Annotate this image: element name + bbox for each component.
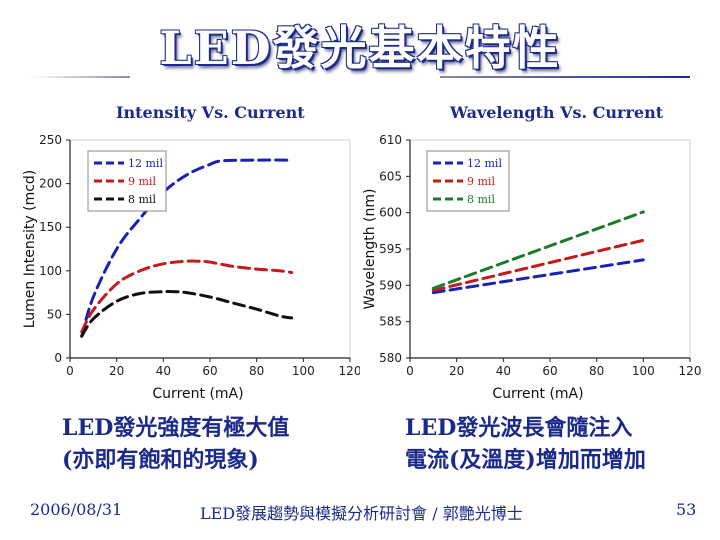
intensity-x-tick-label: 80 bbox=[249, 364, 264, 378]
footer-date: 2006/08/31 bbox=[30, 500, 123, 519]
wavelength-y-tick-label: 610 bbox=[379, 133, 402, 147]
intensity-y-tick-label: 150 bbox=[39, 220, 62, 234]
intensity-x-tick-label: 40 bbox=[156, 364, 171, 378]
footer-page-number: 53 bbox=[676, 500, 697, 519]
wavelength-series-12-mil bbox=[431, 258, 645, 295]
intensity-y-axis-label: Lumen Intensity (mcd) bbox=[22, 170, 38, 329]
left-note-line-1: LED發光強度有極大值 bbox=[62, 415, 290, 441]
intensity-x-tick-label: 60 bbox=[202, 364, 217, 378]
title-rule-left bbox=[30, 76, 130, 78]
intensity-series-9-mil bbox=[80, 259, 294, 334]
intensity-x-axis-label: Current (mA) bbox=[152, 386, 243, 400]
intensity-y-tick-label: 250 bbox=[39, 133, 62, 147]
wavelength-legend-label: 8 mil bbox=[467, 193, 495, 206]
wavelength-x-axis-label: Current (mA) bbox=[492, 386, 583, 400]
intensity-x-tick-label: 0 bbox=[66, 364, 74, 378]
wavelength-y-tick-label: 590 bbox=[379, 278, 402, 292]
footer-center: LED發展趨勢與模擬分析研討會 / 郭艷光博士 bbox=[200, 504, 523, 523]
left-note-line-2: (亦即有飽和的現象) bbox=[62, 447, 259, 473]
right-note-line-1: LED發光波長會隨注入 bbox=[405, 415, 633, 441]
intensity-legend-label: 12 mil bbox=[128, 157, 163, 170]
wavelength-series-8-mil bbox=[431, 210, 645, 290]
intensity-y-tick-label: 0 bbox=[54, 351, 62, 365]
page-title: LED發光基本特性 bbox=[159, 21, 561, 75]
wavelength-x-tick-label: 20 bbox=[449, 364, 464, 378]
right-note: LED發光波長會隨注入 電流(及溫度)增加而增加 bbox=[405, 412, 646, 476]
intensity-series-8-mil bbox=[80, 290, 294, 338]
wavelength-legend-label: 9 mil bbox=[467, 175, 495, 188]
left-chart-title: Intensity Vs. Current bbox=[116, 103, 305, 122]
title-rule-right bbox=[440, 76, 690, 78]
intensity-series-12-mil bbox=[80, 158, 294, 338]
wavelength-x-tick-label: 0 bbox=[406, 364, 414, 378]
wavelength-x-tick-label: 40 bbox=[496, 364, 511, 378]
right-chart-title: Wavelength Vs. Current bbox=[450, 103, 664, 122]
wavelength-y-tick-label: 585 bbox=[379, 315, 402, 329]
wavelength-x-tick-label: 60 bbox=[542, 364, 557, 378]
intensity-legend: 12 mil 9 mil 8 mil bbox=[87, 150, 167, 212]
intensity-y-tick-label: 200 bbox=[39, 177, 62, 191]
wavelength-x-tick-label: 80 bbox=[589, 364, 604, 378]
intensity-y-tick-label: 50 bbox=[47, 307, 62, 321]
wavelength-x-tick-label: 120 bbox=[679, 364, 702, 378]
wavelength-legend-label: 12 mil bbox=[467, 157, 502, 170]
right-note-line-2: 電流(及溫度)增加而增加 bbox=[405, 447, 646, 473]
left-note: LED發光強度有極大值 (亦即有飽和的現象) bbox=[62, 412, 289, 476]
intensity-legend-label: 9 mil bbox=[128, 175, 156, 188]
intensity-chart: 0 20 40 60 80 100 120 0 50 100 150 200 250 Current (m… bbox=[22, 133, 360, 400]
wavelength-legend: 12 mil 9 mil 8 mil bbox=[426, 150, 510, 212]
wavelength-y-tick-label: 595 bbox=[379, 242, 402, 256]
wavelength-y-tick-label: 605 bbox=[379, 169, 402, 183]
intensity-y-tick-label: 100 bbox=[39, 264, 62, 278]
intensity-x-tick-label: 120 bbox=[339, 364, 360, 378]
wavelength-y-tick-label: 600 bbox=[379, 206, 402, 220]
intensity-x-tick-label: 100 bbox=[292, 364, 315, 378]
intensity-legend-label: 8 mil bbox=[128, 193, 156, 206]
wavelength-chart: 0 20 40 60 80 100 120 580 585 590 595 600 605 610 Curr… bbox=[362, 133, 702, 400]
wavelength-y-tick-label: 580 bbox=[379, 351, 402, 365]
intensity-x-tick-label: 20 bbox=[109, 364, 124, 378]
wavelength-y-axis-label: Wavelength (nm) bbox=[362, 189, 378, 310]
wavelength-x-tick-label: 100 bbox=[632, 364, 655, 378]
wavelength-series-9-mil bbox=[431, 238, 645, 292]
